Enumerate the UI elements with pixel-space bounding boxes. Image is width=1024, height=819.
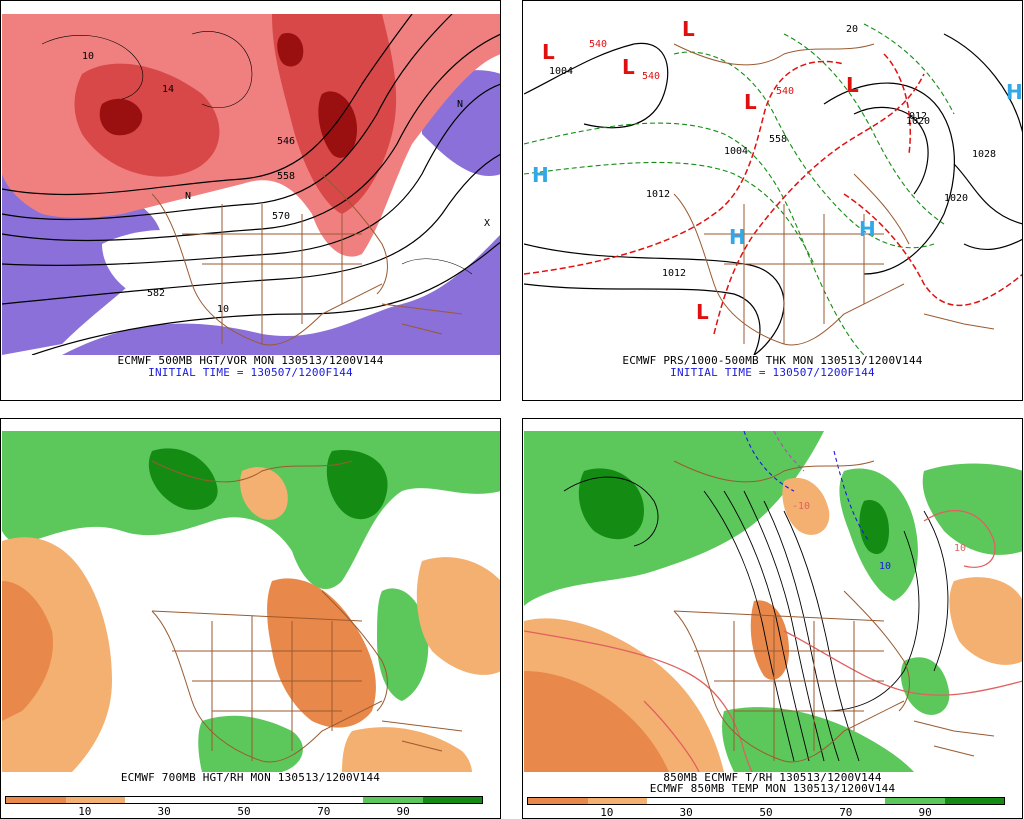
vort-label: 14: [162, 84, 174, 95]
thickness-label: 540: [776, 86, 794, 97]
rh-moist-east: [377, 588, 429, 701]
high-pressure-marker: H: [532, 163, 549, 187]
rh-colorbar: [527, 797, 1005, 805]
colorbar-tick: 10: [78, 805, 92, 818]
low-pressure-marker: L: [622, 55, 635, 79]
isobar-label: 1012: [662, 268, 686, 279]
vort-label: 10: [82, 51, 94, 62]
rh-moist-south: [198, 715, 303, 772]
panel-700mb-hgt-rh: ECMWF 700MB HGT/RH MON 130513/1200V144 1…: [0, 418, 501, 819]
rh-dry-north: [782, 477, 830, 535]
colorbar-tick: 50: [759, 806, 773, 819]
panel-500mb-hgt-vor: 546 558 570 582 10 14 10 N N X ECMWF 500…: [0, 0, 501, 401]
colorbar-ticks: 10 30 50 70 90: [5, 806, 483, 818]
colorbar-tick: 10: [600, 806, 614, 819]
vort-max-marker: N: [185, 191, 191, 202]
rh-colorbar: [5, 796, 483, 804]
rh-dry-west-dark: [524, 671, 669, 772]
caption-subtitle: ECMWF 850MB TEMP MON 130513/1200V144: [649, 782, 896, 795]
height-label: 546: [277, 136, 295, 147]
vort-label: 10: [217, 304, 229, 315]
panel-prs-thickness: L L L L L L H H H H 1004 1028 1020 1012 …: [522, 0, 1023, 401]
colorbar-tick: 30: [679, 806, 693, 819]
low-pressure-marker: L: [744, 90, 757, 114]
colorbar-tick: 30: [157, 805, 171, 818]
caption-initial-time: INITIAL TIME = 130507/1200F144: [148, 366, 353, 379]
rh-dry-central: [267, 578, 376, 728]
isobar-label: 1004: [549, 66, 573, 77]
height-label: 558: [277, 171, 295, 182]
rh-moist-dark-2: [859, 500, 889, 555]
vort-positive-mid: [74, 63, 220, 177]
thickness-label: 540: [642, 71, 660, 82]
caption-title: ECMWF 500MB HGT/VOR MON 130513/1200V144: [117, 354, 384, 367]
temp-label: 10: [954, 543, 966, 554]
isobar-label: 1020: [906, 116, 930, 127]
low-pressure-marker: L: [682, 17, 695, 41]
rh-dry-east: [416, 557, 500, 675]
colorbar-tick: 50: [237, 805, 251, 818]
rh-moist-dark-1: [148, 448, 218, 510]
rh-dry-central: [750, 600, 789, 680]
height-label: 582: [147, 288, 165, 299]
caption-title: ECMWF 700MB HGT/RH MON 130513/1200V144: [120, 771, 381, 784]
isobar-label: 1004: [724, 146, 748, 157]
panel-850mb-t-rh: -10 10 10 850MB ECMWF T/RH 130513/1200V1…: [522, 418, 1023, 819]
low-pressure-marker: L: [542, 40, 555, 64]
rh-dry-southeast: [342, 727, 472, 772]
rh-moist-dark-2: [326, 450, 388, 520]
high-pressure-marker: H: [859, 217, 876, 241]
low-pressure-marker: L: [846, 73, 859, 97]
temp-rh-850mb-map: -10 10 10: [524, 431, 1022, 772]
colorbar-tick: 90: [396, 805, 410, 818]
temp-label: -10: [792, 501, 810, 512]
rh-dry-north: [240, 467, 288, 520]
low-pressure-marker: L: [696, 300, 709, 324]
caption-title: ECMWF PRS/1000-500MB THK MON 130513/1200…: [622, 354, 923, 367]
thickness-label: 540: [589, 39, 607, 50]
isobar-label: 1028: [972, 149, 996, 160]
rh-moist-dark-1: [578, 468, 644, 540]
vort-max-marker: N: [457, 99, 463, 110]
caption-initial-time: INITIAL TIME = 130507/1200F144: [670, 366, 875, 379]
thickness-label: 558: [769, 134, 787, 145]
rh-moist-east: [922, 463, 1022, 555]
high-pressure-marker: H: [729, 225, 746, 249]
thickness-label: 20: [846, 24, 858, 35]
vort-positive-core3: [277, 33, 304, 67]
rh-dry-east: [949, 577, 1022, 665]
isobar-label: 1020: [944, 193, 968, 204]
vorticity-map: 546 558 570 582 10 14 10 N N X: [2, 14, 500, 355]
thickness-label: 012: [909, 111, 927, 122]
pressure-thickness-map: L L L L L L H H H H 1004 1028 1020 1012 …: [524, 14, 1023, 355]
caption-title: 850MB ECMWF T/RH 130513/1200V144: [663, 771, 882, 784]
rh-dry-west-dark: [2, 581, 53, 721]
height-label: 570: [272, 211, 290, 222]
colorbar-ticks: 10 30 50 70 90: [527, 807, 1005, 819]
rh-moist-southeast: [900, 657, 950, 715]
vort-positive-core1: [99, 98, 143, 136]
high-pressure-marker: H: [1006, 80, 1023, 104]
vort-negative-south: [62, 235, 500, 355]
temp-label: 10: [879, 561, 891, 572]
vort-max-marker: X: [484, 218, 490, 229]
colorbar-tick: 70: [317, 805, 331, 818]
rh-700mb-map: [2, 431, 500, 772]
isobar-label: 1012: [646, 189, 670, 200]
colorbar-tick: 70: [839, 806, 853, 819]
colorbar-tick: 90: [918, 806, 932, 819]
